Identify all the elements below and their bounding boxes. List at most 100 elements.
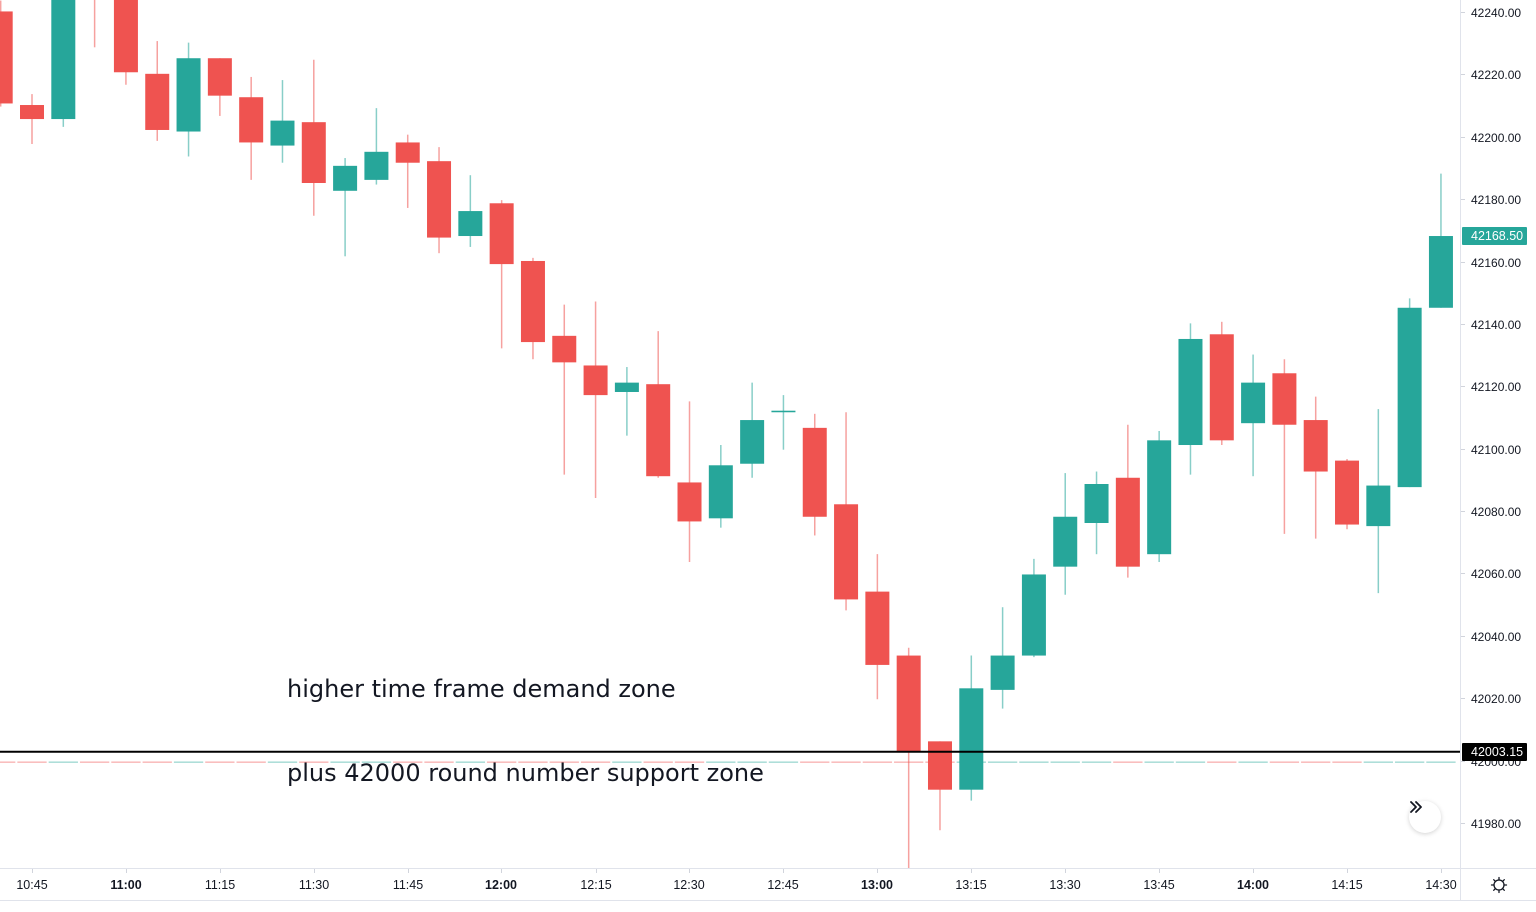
price-tick-label: 42080.00 (1471, 505, 1522, 520)
candle-body (1053, 516, 1078, 567)
time-tick-label: 14:00 (1237, 878, 1269, 892)
tick-mark (220, 869, 221, 873)
tick-mark (501, 869, 502, 873)
candle-body (802, 427, 827, 517)
candle (708, 445, 733, 528)
candle-body (583, 365, 608, 396)
price-tick-label: 42140.00 (1471, 317, 1522, 332)
price-tick: 42200.00 (1461, 131, 1536, 145)
time-tick-label: 11:30 (298, 878, 330, 892)
candle-body (1021, 574, 1046, 656)
candle-body (395, 142, 420, 163)
candle (677, 401, 702, 562)
candle-body (1303, 420, 1328, 472)
time-tick-label: 14:15 (1331, 878, 1363, 892)
candle (896, 647, 921, 868)
tick-mark (1461, 12, 1465, 13)
candle-body (176, 58, 201, 132)
price-tick-label: 42220.00 (1471, 68, 1522, 83)
time-tick-label: 10:45 (16, 878, 48, 892)
candle-body (1241, 382, 1266, 424)
tick-mark (1253, 869, 1254, 873)
tick-mark (1461, 448, 1465, 450)
candle (614, 367, 639, 436)
candle (1272, 359, 1297, 534)
candle-body (458, 211, 483, 237)
candle (1209, 321, 1234, 446)
time-tick: 13:45 (1129, 869, 1189, 892)
tick-mark (1461, 573, 1465, 575)
candle (1397, 298, 1422, 488)
time-tick: 11:00 (96, 869, 156, 892)
candle-body (520, 260, 545, 343)
candle (552, 304, 577, 475)
chart-pane[interactable]: higher time frame demand zone plus 42000… (0, 0, 1460, 868)
price-tick-label: 42180.00 (1471, 193, 1522, 208)
candle-body (207, 58, 232, 96)
candle (1241, 354, 1266, 477)
time-tick-label: 12:00 (485, 878, 517, 892)
tick-mark (1461, 635, 1465, 637)
candlestick-plot[interactable] (0, 0, 1460, 868)
tick-mark (1461, 136, 1465, 138)
candle-body (677, 482, 702, 522)
candle (1366, 409, 1391, 594)
candle (771, 395, 796, 450)
time-tick: 12:30 (659, 869, 719, 892)
time-tick: 13:30 (1035, 869, 1095, 892)
time-tick: 14:00 (1223, 869, 1283, 892)
tick-mark (783, 869, 784, 873)
tick-mark (1461, 698, 1465, 700)
candle (646, 331, 671, 478)
tick-mark (1461, 261, 1465, 263)
time-tick-label: 13:15 (955, 878, 987, 892)
time-axis[interactable]: 10:45 11:00 11:15 11:30 11:45 12:00 12:15 12:30… (0, 868, 1460, 900)
candle (0, 0, 13, 107)
tick-mark (971, 869, 972, 873)
candle-body (113, 0, 138, 73)
scroll-to-realtime-button[interactable] (1409, 801, 1441, 833)
chart-annotation-text[interactable]: higher time frame demand zone plus 42000… (287, 619, 764, 843)
price-tick-label: 42200.00 (1471, 130, 1522, 145)
candle-body (1428, 236, 1453, 308)
time-tick: 11:30 (284, 869, 344, 892)
candle-body (333, 165, 358, 191)
candle-body (896, 655, 921, 753)
chart-settings-button[interactable] (1460, 868, 1536, 900)
candle (113, 0, 138, 85)
price-tick: 42220.00 (1461, 68, 1536, 82)
candle (1053, 473, 1078, 595)
horizontal-line-price-badge: 42003.15 (1462, 742, 1528, 761)
tick-mark (1065, 869, 1066, 873)
annotation-line-2: plus 42000 round number support zone (287, 759, 764, 787)
tick-mark (126, 869, 127, 873)
candle (834, 412, 859, 611)
candle (990, 607, 1015, 709)
candle (740, 382, 765, 478)
price-tick: 42040.00 (1461, 630, 1536, 644)
price-tick-label: 42040.00 (1471, 629, 1522, 644)
candle-body (270, 120, 295, 146)
candle-body (614, 382, 639, 392)
candle (93, 0, 96, 48)
candle (865, 554, 890, 700)
time-tick: 12:15 (566, 869, 626, 892)
time-tick-label: 14:30 (1425, 878, 1457, 892)
candle-body (145, 73, 170, 130)
tick-mark (1461, 823, 1465, 824)
candle (20, 94, 44, 145)
tick-mark (1347, 869, 1348, 873)
price-tick-label: 42020.00 (1471, 692, 1522, 707)
candle (364, 108, 389, 185)
candle-body (1397, 307, 1422, 488)
price-tick-label: 42120.00 (1471, 380, 1522, 395)
time-tick: 12:00 (471, 869, 531, 892)
time-tick: 11:45 (378, 869, 438, 892)
price-tick: 42060.00 (1461, 567, 1536, 581)
price-tick: 42080.00 (1461, 505, 1536, 519)
price-axis[interactable]: 42240.00 42220.00 42200.00 42180.00 42160.00… (1460, 0, 1536, 868)
price-tick: 42120.00 (1461, 380, 1536, 394)
tick-mark (1159, 869, 1160, 873)
candle (1147, 430, 1172, 562)
candle (145, 41, 170, 141)
